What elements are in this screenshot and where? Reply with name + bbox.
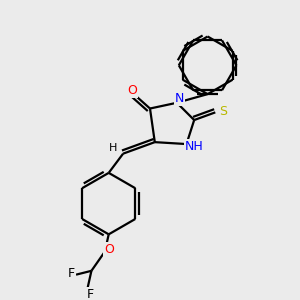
Text: S: S [219, 105, 227, 118]
Text: H: H [109, 143, 118, 153]
Text: N: N [175, 92, 184, 105]
Text: F: F [87, 288, 94, 300]
Text: O: O [127, 84, 137, 97]
Text: F: F [68, 267, 75, 280]
Text: O: O [104, 243, 114, 256]
Text: NH: NH [185, 140, 204, 153]
